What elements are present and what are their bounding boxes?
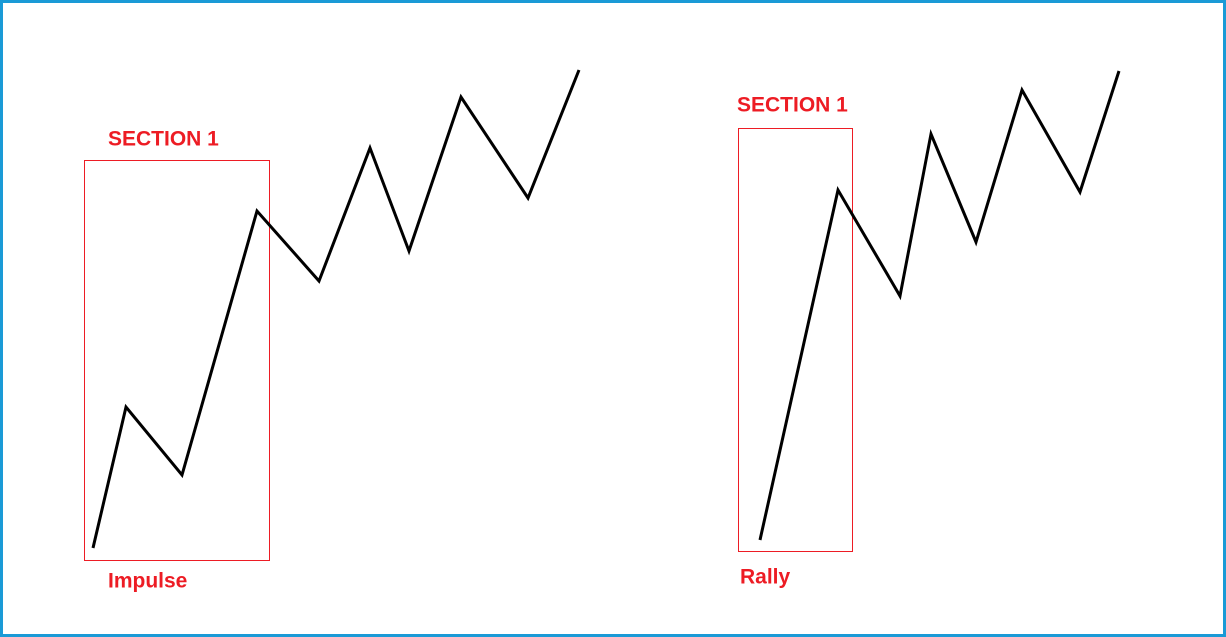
section-box xyxy=(738,128,853,552)
section-label: Rally xyxy=(740,566,791,589)
section-title: SECTION 1 xyxy=(108,128,219,151)
price-zigzag xyxy=(758,70,1121,541)
section-title: SECTION 1 xyxy=(737,94,848,117)
section-box xyxy=(84,160,270,561)
section-label: Impulse xyxy=(108,570,187,593)
price-zigzag xyxy=(91,69,581,549)
